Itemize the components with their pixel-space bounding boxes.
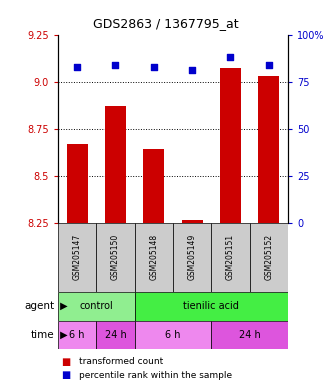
- Bar: [211, 223, 250, 292]
- Point: [266, 61, 271, 68]
- Bar: [96, 321, 135, 349]
- Text: percentile rank within the sample: percentile rank within the sample: [79, 371, 233, 380]
- Text: transformed count: transformed count: [79, 357, 164, 366]
- Point: [151, 63, 157, 70]
- Point: [228, 54, 233, 60]
- Point: [189, 67, 195, 73]
- Bar: [135, 292, 288, 321]
- Point: [113, 61, 118, 68]
- Text: GSM205152: GSM205152: [264, 234, 273, 280]
- Bar: [58, 223, 96, 292]
- Bar: [96, 223, 135, 292]
- Bar: [173, 223, 211, 292]
- Text: agent: agent: [24, 301, 55, 311]
- Text: ■: ■: [61, 356, 71, 367]
- Bar: [58, 321, 96, 349]
- Bar: [220, 68, 241, 223]
- Text: control: control: [79, 301, 113, 311]
- Text: tienilic acid: tienilic acid: [183, 301, 239, 311]
- Point: [74, 63, 80, 70]
- Text: 24 h: 24 h: [105, 330, 126, 340]
- Bar: [143, 149, 164, 223]
- Text: ▶: ▶: [57, 330, 68, 340]
- Bar: [250, 223, 288, 292]
- Text: GSM205150: GSM205150: [111, 234, 120, 280]
- Text: 6 h: 6 h: [70, 330, 85, 340]
- Bar: [105, 106, 126, 223]
- Bar: [258, 76, 279, 223]
- Text: ▶: ▶: [57, 301, 68, 311]
- Bar: [135, 223, 173, 292]
- Text: time: time: [31, 330, 55, 340]
- Text: GSM205149: GSM205149: [188, 234, 197, 280]
- Bar: [135, 321, 211, 349]
- Bar: [211, 321, 288, 349]
- Bar: [58, 292, 135, 321]
- Text: GSM205148: GSM205148: [149, 234, 158, 280]
- Text: GSM205147: GSM205147: [72, 234, 82, 280]
- Bar: [67, 144, 88, 223]
- Text: 24 h: 24 h: [239, 330, 260, 340]
- Text: GSM205151: GSM205151: [226, 234, 235, 280]
- Text: 6 h: 6 h: [165, 330, 181, 340]
- Text: GDS2863 / 1367795_at: GDS2863 / 1367795_at: [93, 17, 238, 30]
- Bar: [182, 220, 203, 223]
- Text: ■: ■: [61, 370, 71, 381]
